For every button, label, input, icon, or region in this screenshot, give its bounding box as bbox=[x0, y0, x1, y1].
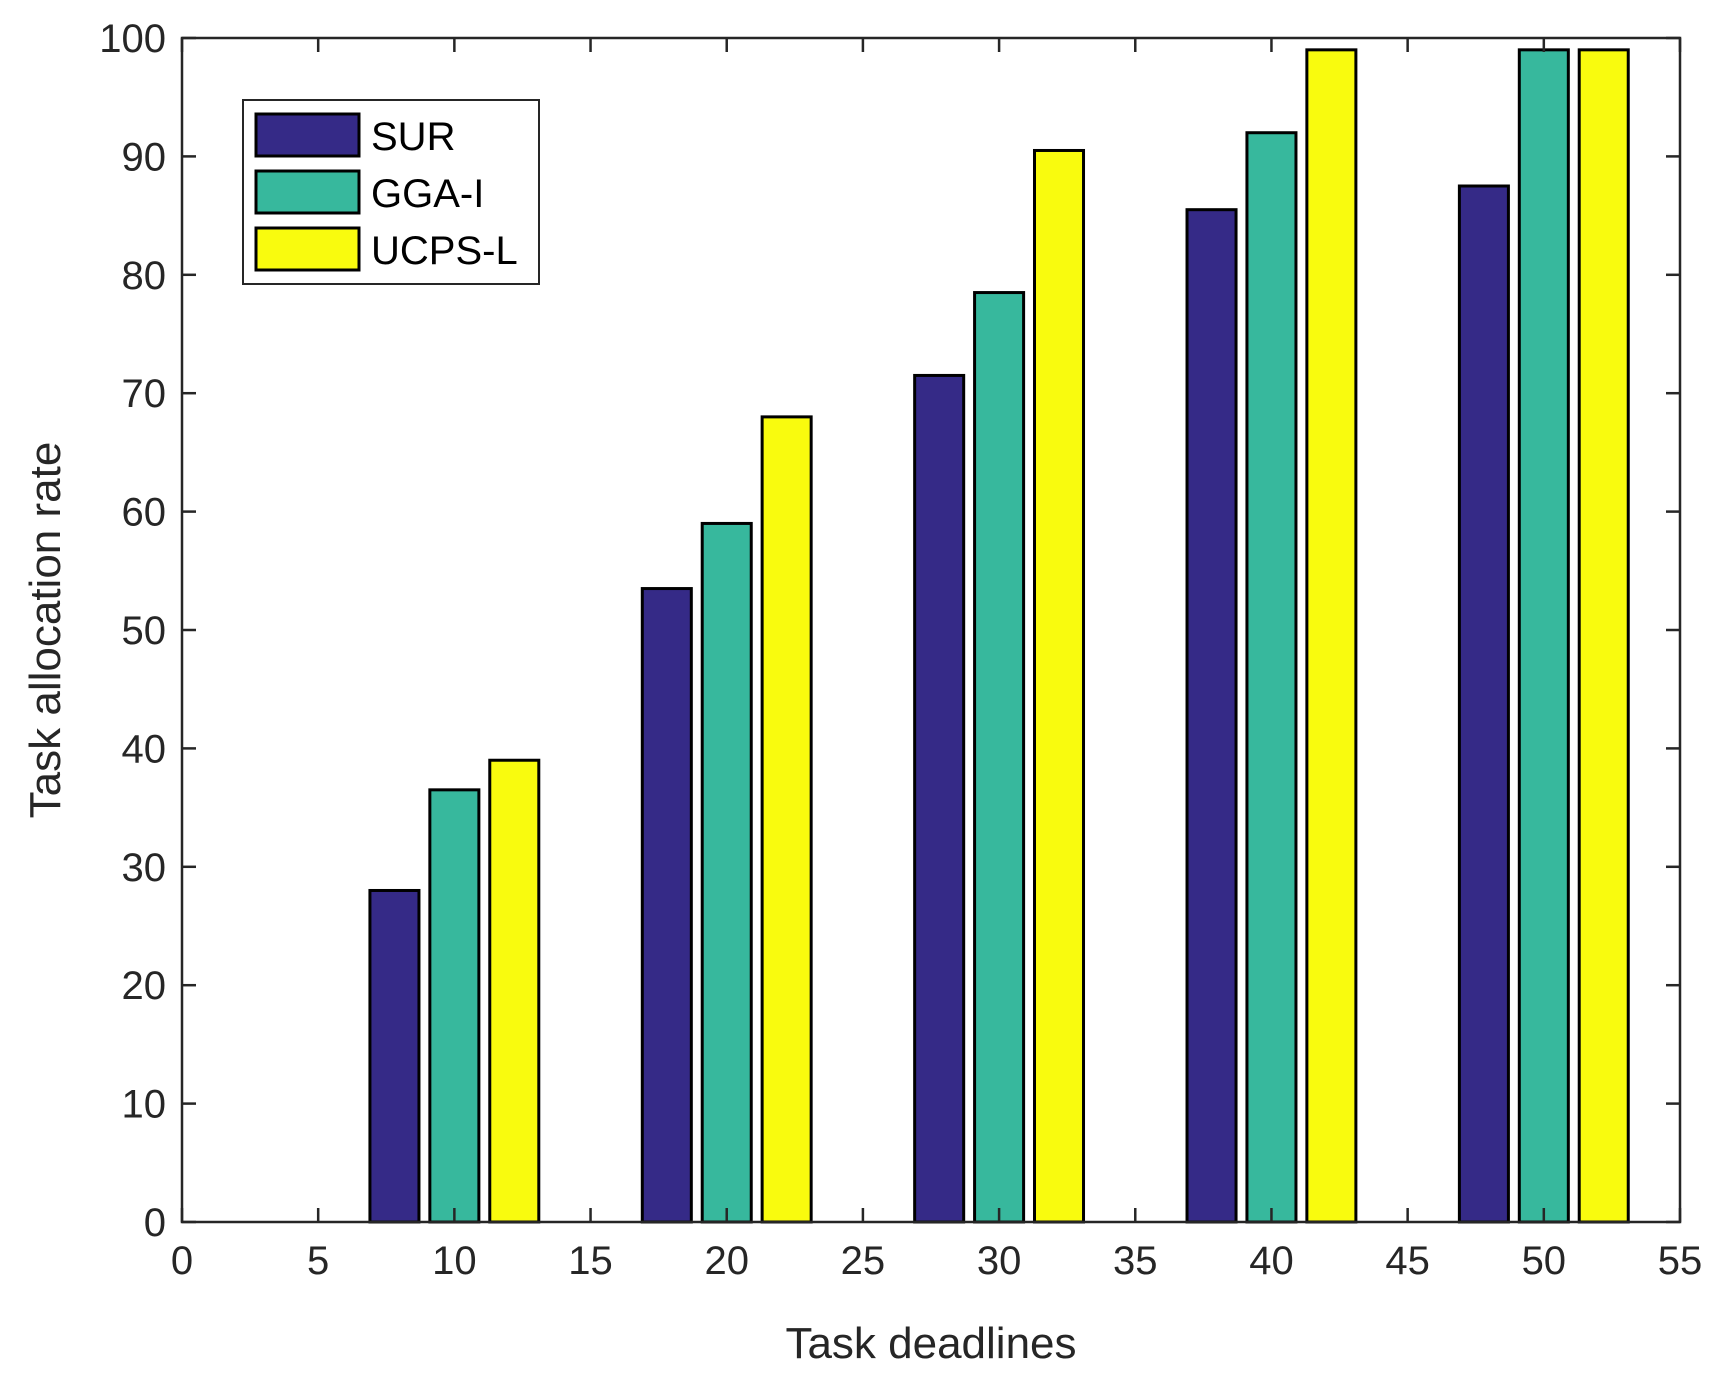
y-tick-label: 60 bbox=[122, 491, 167, 535]
x-tick-label: 40 bbox=[1249, 1239, 1294, 1283]
bar-ucps-l-30 bbox=[1032, 148, 1086, 1224]
ticks-layer: 0 5 10 15 20 25 30 35 40 45 50 55 0 10 20 30 40 50 60 70 80 9… bbox=[99, 17, 1702, 1283]
x-tick-label: 20 bbox=[704, 1239, 749, 1283]
legend-swatch-ucps-l bbox=[254, 226, 361, 272]
y-tick-label: 0 bbox=[144, 1201, 166, 1245]
y-tick-label: 20 bbox=[122, 964, 167, 1008]
bar-sur-10 bbox=[368, 888, 421, 1224]
bar-ucps-l-10 bbox=[488, 758, 541, 1224]
y-tick-label: 80 bbox=[122, 254, 167, 298]
y-tick-label: 70 bbox=[122, 372, 167, 416]
x-tick-label: 15 bbox=[568, 1239, 613, 1283]
x-tick-label: 50 bbox=[1522, 1239, 1567, 1283]
x-tick-label: 0 bbox=[171, 1239, 193, 1283]
bar-sur-50 bbox=[1457, 184, 1510, 1224]
legend-label-gga-i: GGA-I bbox=[371, 172, 484, 216]
bar-sur-40 bbox=[1185, 208, 1238, 1224]
x-tick-label: 35 bbox=[1113, 1239, 1158, 1283]
legend: SUR GGA-I UCPS-L bbox=[242, 99, 540, 285]
bars-layer bbox=[368, 48, 1630, 1224]
x-tick-label: 25 bbox=[841, 1239, 886, 1283]
x-tick-label: 55 bbox=[1658, 1239, 1703, 1283]
bar-ucps-l-50 bbox=[1577, 48, 1630, 1224]
y-tick-label: 10 bbox=[122, 1083, 167, 1127]
bar-gga-i-40 bbox=[1245, 131, 1298, 1224]
y-tick-label: 30 bbox=[122, 846, 167, 890]
y-tick-label: 50 bbox=[122, 609, 167, 653]
bar-ucps-l-20 bbox=[760, 415, 813, 1224]
bar-ucps-l-40 bbox=[1305, 48, 1358, 1224]
legend-label-sur: SUR bbox=[371, 115, 455, 159]
legend-swatch-gga-i bbox=[254, 169, 361, 215]
x-tick-label: 10 bbox=[432, 1239, 477, 1283]
bar-gga-i-20 bbox=[700, 521, 753, 1224]
bar-gga-i-10 bbox=[428, 788, 481, 1224]
x-tick-label: 30 bbox=[977, 1239, 1022, 1283]
y-tick-label: 40 bbox=[122, 727, 167, 771]
bar-sur-30 bbox=[913, 373, 966, 1224]
legend-label-ucps-l: UCPS-L bbox=[371, 229, 518, 273]
x-tick-label: 5 bbox=[307, 1239, 329, 1283]
y-tick-label: 100 bbox=[99, 17, 166, 61]
x-axis-title: Task deadlines bbox=[785, 1319, 1076, 1368]
y-axis-title: Task allocation rate bbox=[21, 442, 70, 819]
bar-gga-i-50 bbox=[1517, 48, 1570, 1224]
bar-gga-i-30 bbox=[973, 291, 1026, 1224]
bar-sur-20 bbox=[640, 587, 693, 1224]
y-tick-label: 90 bbox=[122, 135, 167, 179]
legend-swatch-sur bbox=[254, 112, 361, 158]
x-tick-label: 45 bbox=[1385, 1239, 1430, 1283]
